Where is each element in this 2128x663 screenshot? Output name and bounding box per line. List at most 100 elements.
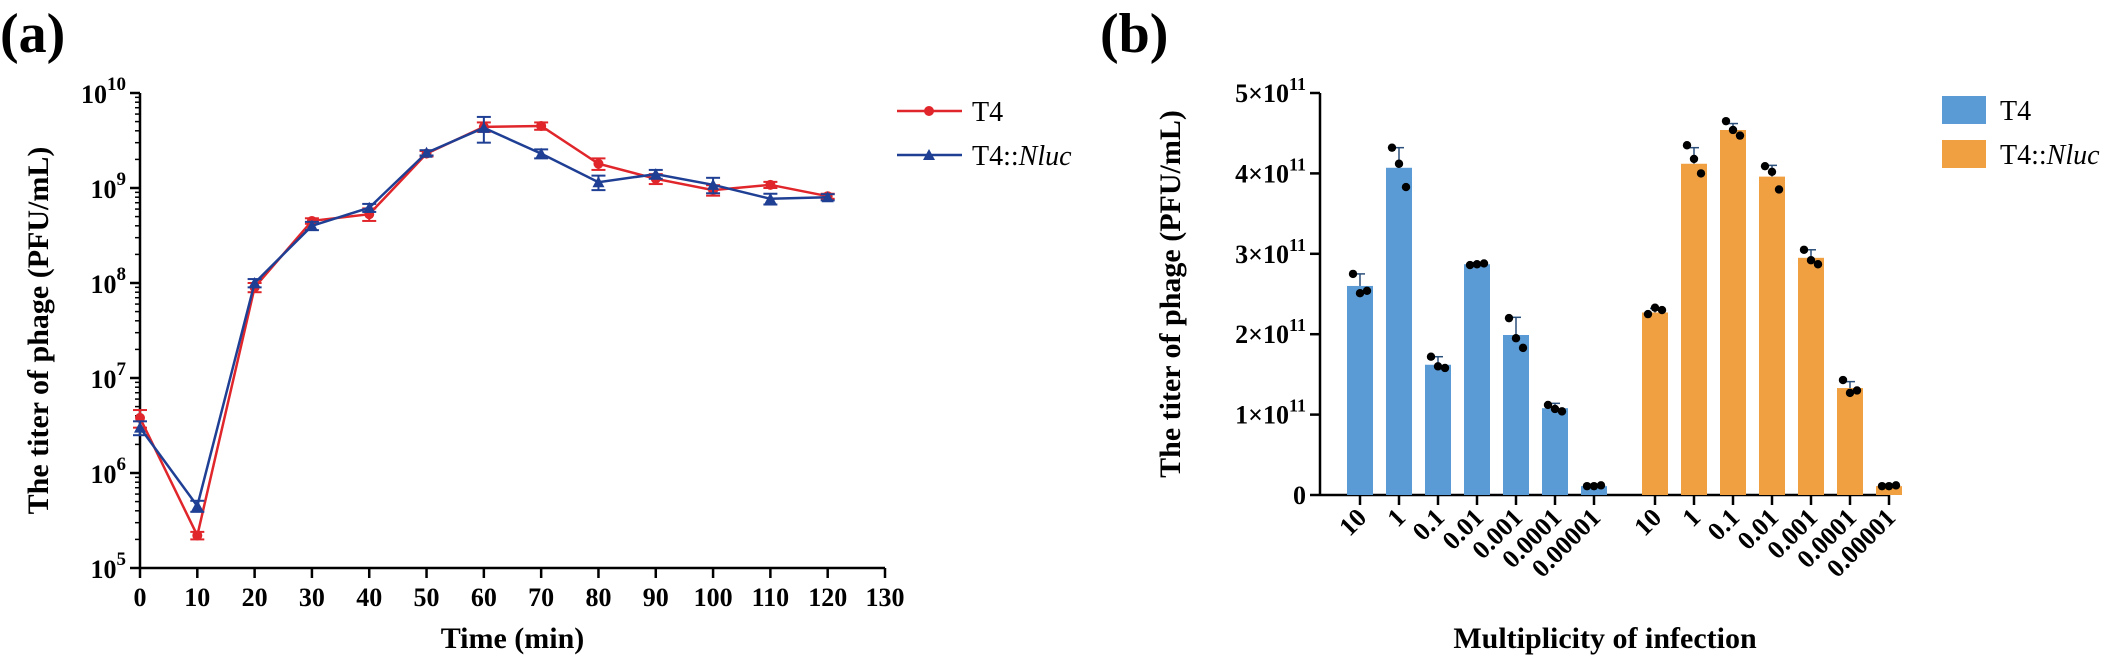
- panel-a-data-point: [305, 219, 318, 231]
- panel-b-label: (b): [1100, 3, 1168, 65]
- panel-b-legend-name-part: T4::: [2000, 140, 2047, 171]
- panel-a-data-point: [134, 421, 146, 433]
- panel-b-bar: [1759, 176, 1785, 495]
- panel-b-replicate-point: [1479, 259, 1489, 268]
- panel-b-bar: [1681, 163, 1707, 495]
- panel-b-bar: [1642, 312, 1668, 495]
- panel-a-y-tick-exp: 6: [117, 454, 127, 475]
- panel-b-replicate-point: [1728, 125, 1738, 135]
- panel-a-data-point: [420, 146, 433, 158]
- panel-b-replicate-point: [1394, 159, 1404, 168]
- panel-b-replicate-point: [1550, 404, 1560, 414]
- panel-b-y-tick-label: 3×1011: [1235, 235, 1306, 269]
- panel-b-x-tick-label: 10: [1333, 503, 1372, 542]
- panel-b-replicate-point: [1401, 182, 1411, 192]
- panel-a-x-tick-label: 120: [808, 583, 847, 612]
- panel-b-y-tick-text: 1×10: [1235, 401, 1289, 430]
- panel-b-bar: [1503, 335, 1529, 495]
- panel-a-data-point: [536, 120, 547, 131]
- panel-b-replicate-point: [1465, 260, 1475, 270]
- panel-b-replicate-point: [1852, 386, 1862, 395]
- panel-b-x-tick-label: 1: [1677, 503, 1707, 533]
- panel-a-data-point: [191, 499, 204, 511]
- panel-a-y-tick-label: 107: [91, 359, 127, 394]
- panel-a-x-tick-label: 60: [471, 583, 497, 612]
- panel-b-y-tick-text: 0: [1293, 481, 1306, 510]
- panel-b-replicate-point: [1426, 352, 1436, 361]
- panel-b-replicate-point: [1650, 303, 1660, 312]
- panel-b-bar: [1876, 486, 1902, 495]
- panel-b-replicate-point: [1877, 481, 1887, 491]
- panel-b-y-tick-exp: 11: [1289, 315, 1306, 335]
- panel-b-y-tick-label: 1×1011: [1235, 396, 1306, 430]
- panel-b-y-tick-text: 2×10: [1235, 320, 1289, 349]
- panel-b-bar: [1386, 167, 1412, 495]
- panel-b-y-tick-exp: 11: [1289, 235, 1306, 255]
- panel-a-x-tick-label: 70: [528, 583, 554, 612]
- panel-a-x-axis-title: Time (min): [441, 622, 585, 655]
- panel-b-replicate-point: [1838, 375, 1848, 385]
- panel-b-y-tick-label: 0: [1293, 481, 1306, 510]
- panel-b-legend-swatch: [1942, 140, 1986, 168]
- panel-b-bar: [1425, 364, 1451, 495]
- panel-a-y-tick-exp: 7: [117, 359, 127, 380]
- panel-b-replicate-point: [1689, 154, 1699, 164]
- panel-a-data-point: [707, 178, 720, 190]
- panel-a-y-tick-base: 10: [91, 365, 117, 394]
- panel-b-replicate-point: [1799, 245, 1809, 254]
- panel-b-replicate-point: [1774, 185, 1784, 194]
- panel-b-replicate-point: [1348, 269, 1358, 279]
- panel-a-y-tick-label: 1010: [81, 74, 126, 109]
- panel-a-data-point: [593, 158, 604, 169]
- panel-b-replicate-point: [1813, 260, 1823, 269]
- panel-b-bar: [1798, 257, 1824, 495]
- panel-b-replicate-point: [1682, 141, 1692, 150]
- panel-b-replicate-point: [1582, 481, 1592, 491]
- panel-a-y-tick-exp: 8: [117, 264, 127, 285]
- panel-b-bar: [1837, 388, 1863, 495]
- panel-a-y-tick-base: 10: [91, 175, 117, 204]
- panel-b-y-tick-text: 4×10: [1235, 159, 1289, 188]
- panel-b-replicate-point: [1511, 334, 1521, 343]
- panel-a-x-tick-label: 40: [356, 583, 382, 612]
- panel-a-x-tick-label: 130: [866, 583, 905, 612]
- panel-b-replicate-point: [1557, 407, 1567, 416]
- panel-b-replicate-point: [1643, 309, 1653, 319]
- panel-b-replicate-point: [1891, 481, 1901, 490]
- panel-a-legend-marker: [923, 149, 935, 160]
- panel-a-x-tick-label: 100: [694, 583, 733, 612]
- panel-b-bar: [1720, 129, 1746, 495]
- panel-a-data-point: [765, 179, 776, 190]
- panel-a-x-tick-label: 90: [643, 583, 669, 612]
- panel-a-y-tick-label: 109: [91, 169, 127, 204]
- panel-b-replicate-point: [1884, 481, 1894, 491]
- panel-b-y-tick-exp: 11: [1289, 396, 1306, 416]
- panel-a-x-tick-label: 0: [134, 583, 147, 612]
- panel-a-legend-name-part: T4::: [972, 141, 1019, 172]
- panel-a-data-point: [363, 201, 376, 213]
- panel-b-y-axis-title: The titer of phage (PFU/mL): [1154, 110, 1187, 478]
- panel-b-y-tick-text: 3×10: [1235, 240, 1289, 269]
- panel-b-replicate-point: [1596, 481, 1606, 490]
- panel-a-y-tick-label: 106: [91, 454, 127, 489]
- panel-a-y-tick-base: 10: [91, 555, 117, 584]
- panel-b-y-tick-exp: 11: [1289, 154, 1306, 174]
- panel-b-replicate-point: [1696, 169, 1706, 178]
- panel-a-y-axis-title: The titer of phage (PFU/mL): [22, 147, 55, 515]
- panel-a-data-point: [821, 191, 834, 203]
- panel-b-replicate-point: [1440, 363, 1450, 373]
- panel-b-replicate-point: [1543, 400, 1553, 410]
- panel-a-y-tick-exp: 10: [107, 74, 126, 95]
- panel-a-data-point: [764, 192, 777, 204]
- panel-b-replicate-point: [1721, 116, 1731, 126]
- panel-a-legend-name-part: Nluc: [1018, 141, 1072, 172]
- panel-b-bar: [1347, 285, 1373, 495]
- panel-a-y-tick-label: 108: [91, 264, 127, 299]
- panel-b-replicate-point: [1472, 260, 1482, 269]
- panel-a-y-tick-base: 10: [91, 460, 117, 489]
- panel-a-y-tick-exp: 5: [117, 549, 127, 570]
- panel-b-replicate-point: [1433, 362, 1443, 371]
- panel-b-y-tick-exp: 11: [1289, 74, 1306, 94]
- panel-a-label: (a): [0, 3, 65, 65]
